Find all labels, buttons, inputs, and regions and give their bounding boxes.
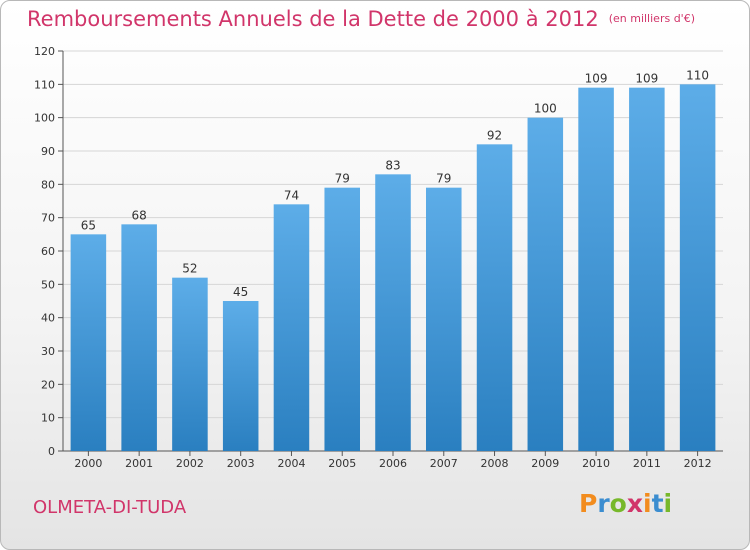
proxiti-logo[interactable]: Proxiti [579,489,673,518]
x-tick-label: 2005 [328,457,356,470]
y-axis-ticks: 0 10 20 30 40 50 60 70 80 90 100 110 120 [34,45,63,458]
bars: 65 68 52 45 74 79 83 79 92 100 109 109 110 [70,68,716,452]
chart-title: Remboursements Annuels de la Dette de 20… [27,7,695,31]
x-tick-label: 2003 [227,457,255,470]
bar-value-label: 79 [436,172,451,186]
bar-value-label: 83 [385,158,400,172]
bar-2004 [273,204,310,451]
x-axis-ticks: 2000 2001 2002 2003 2004 2005 2006 2007 2008 2009… [74,451,712,470]
bar-2009 [527,117,564,452]
y-tick-label: 0 [48,445,55,458]
x-tick-label: 2001 [125,457,153,470]
bar-2011 [629,87,665,452]
x-tick-label: 2008 [481,457,509,470]
bar-value-label: 65 [81,218,96,232]
bar-value-label: 74 [284,188,299,202]
y-tick-label: 100 [34,112,55,125]
bar-value-label: 110 [686,68,709,82]
bar-2002 [172,277,208,451]
bar-value-label: 45 [233,285,248,299]
chart-unit: (en milliers d'€) [608,12,695,25]
bar-2007 [426,187,462,451]
bar-value-label: 109 [585,72,608,86]
x-tick-label: 2000 [74,457,102,470]
bar-2012 [679,84,716,451]
bar-2008 [476,144,513,452]
y-tick-label: 30 [41,345,55,358]
bar-2000 [70,234,107,451]
y-tick-label: 90 [41,145,55,158]
x-tick-label: 2009 [531,457,559,470]
y-tick-label: 80 [41,178,55,191]
x-tick-label: 2007 [430,457,458,470]
bar-value-label: 109 [635,72,658,86]
chart-title-text: Remboursements Annuels de la Dette de 20… [27,7,599,31]
y-tick-label: 120 [34,45,55,58]
city-name: OLMETA-DI-TUDA [33,497,187,518]
bar-2003 [222,301,259,451]
y-tick-label: 50 [41,278,55,291]
y-tick-label: 10 [41,412,55,425]
x-tick-label: 2011 [633,457,661,470]
y-tick-label: 40 [41,312,55,325]
x-tick-label: 2002 [176,457,204,470]
x-tick-label: 2004 [277,457,305,470]
x-tick-label: 2010 [582,457,610,470]
bar-2001 [121,224,157,451]
bar-2005 [324,187,360,451]
bar-value-label: 79 [335,172,350,186]
bar-2010 [578,87,614,452]
y-tick-label: 110 [34,78,55,91]
x-tick-label: 2006 [379,457,407,470]
bar-value-label: 92 [487,128,502,142]
bar-value-label: 68 [132,208,147,222]
x-tick-label: 2012 [684,457,712,470]
y-tick-label: 20 [41,378,55,391]
y-tick-label: 70 [41,212,55,225]
bar-2006 [375,174,411,452]
bar-value-label: 52 [182,262,197,276]
bar-value-label: 100 [534,102,557,116]
y-tick-label: 60 [41,245,55,258]
